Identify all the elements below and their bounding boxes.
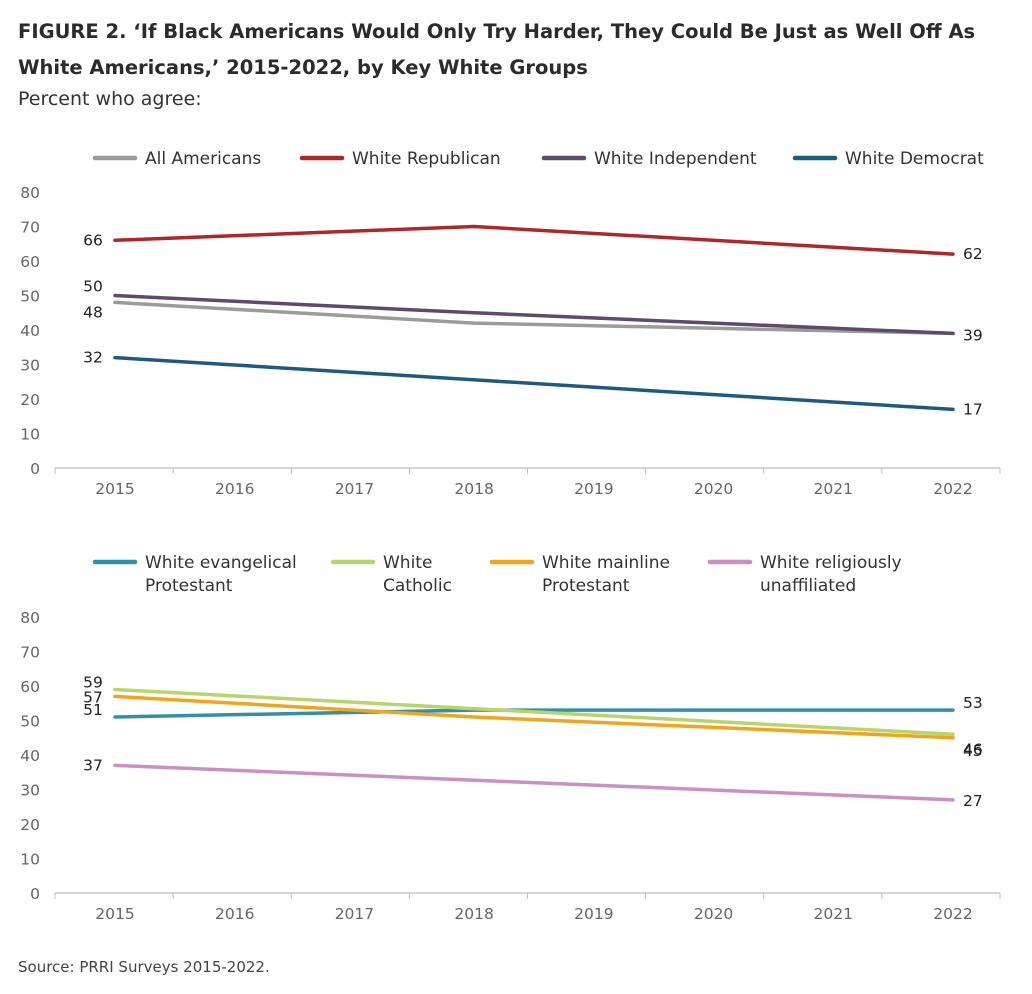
data-label: 51 bbox=[83, 701, 103, 719]
legend-entry: White Independent bbox=[594, 149, 757, 169]
y-tick-label: 60 bbox=[20, 678, 40, 696]
y-tick-label: 40 bbox=[20, 322, 40, 340]
x-tick-label: 2018 bbox=[454, 480, 493, 498]
series-line bbox=[113, 355, 955, 412]
y-tick-label: 70 bbox=[20, 219, 40, 237]
x-tick-label: 2016 bbox=[215, 905, 254, 923]
x-tick-label: 2022 bbox=[933, 480, 972, 498]
x-tick-label: 2016 bbox=[215, 480, 254, 498]
data-label: 32 bbox=[83, 349, 103, 367]
y-tick-label: 50 bbox=[20, 713, 40, 731]
legend-entry: Protestant bbox=[542, 576, 630, 596]
y-tick-label: 50 bbox=[20, 288, 40, 306]
legend-entry: White evangelical bbox=[145, 553, 297, 573]
y-tick-label: 30 bbox=[20, 357, 40, 375]
data-label: 45 bbox=[963, 742, 983, 760]
legend-entry: White mainline bbox=[542, 553, 670, 573]
x-tick-label: 2019 bbox=[574, 905, 613, 923]
chart-title: FIGURE 2. ‘If Black Americans Would Only… bbox=[18, 20, 976, 79]
legend-entry: Protestant bbox=[145, 576, 233, 596]
data-label: 27 bbox=[963, 792, 983, 810]
data-label: 50 bbox=[83, 278, 103, 296]
chart-subtitle: Percent who agree: bbox=[18, 88, 202, 110]
y-tick-label: 20 bbox=[20, 391, 40, 409]
data-label: 62 bbox=[963, 245, 983, 263]
data-label: 57 bbox=[83, 688, 103, 706]
data-label: 39 bbox=[963, 326, 983, 344]
series-line bbox=[113, 224, 955, 256]
x-tick-label: 2017 bbox=[335, 905, 374, 923]
y-tick-label: 80 bbox=[20, 609, 40, 627]
data-label: 66 bbox=[83, 231, 103, 249]
x-tick-label: 2020 bbox=[694, 905, 733, 923]
legend-entry: White Republican bbox=[352, 149, 501, 169]
legend-entry: All Americans bbox=[145, 149, 261, 169]
series-line bbox=[113, 300, 955, 336]
data-label: 17 bbox=[963, 400, 983, 418]
y-tick-label: 20 bbox=[20, 816, 40, 834]
y-tick-label: 10 bbox=[20, 851, 40, 869]
data-label: 53 bbox=[963, 694, 983, 712]
data-label: 59 bbox=[83, 673, 103, 691]
legend-entry: White religiously bbox=[760, 553, 902, 573]
series-line bbox=[113, 694, 955, 740]
x-tick-label: 2018 bbox=[454, 905, 493, 923]
x-tick-label: 2015 bbox=[95, 480, 134, 498]
y-tick-label: 0 bbox=[30, 460, 40, 478]
legend-entry: White bbox=[383, 553, 432, 573]
x-tick-label: 2021 bbox=[814, 905, 853, 923]
x-tick-label: 2015 bbox=[95, 905, 134, 923]
y-tick-label: 60 bbox=[20, 253, 40, 271]
series-line bbox=[113, 763, 955, 802]
source-note: Source: PRRI Surveys 2015-2022. bbox=[18, 958, 270, 976]
y-tick-label: 30 bbox=[20, 782, 40, 800]
legend-entry: White Democrat bbox=[845, 149, 984, 169]
series-line bbox=[113, 293, 955, 336]
y-tick-label: 80 bbox=[20, 184, 40, 202]
y-tick-label: 70 bbox=[20, 644, 40, 662]
data-label: 37 bbox=[83, 756, 103, 774]
y-tick-label: 40 bbox=[20, 747, 40, 765]
x-tick-label: 2022 bbox=[933, 905, 972, 923]
x-tick-label: 2017 bbox=[335, 480, 374, 498]
series-line bbox=[113, 687, 955, 737]
y-tick-label: 10 bbox=[20, 426, 40, 444]
data-label: 48 bbox=[83, 303, 103, 321]
data-label: 46 bbox=[963, 740, 983, 758]
x-tick-label: 2020 bbox=[694, 480, 733, 498]
legend-entry: unaffiliated bbox=[760, 576, 856, 596]
legend-entry: Catholic bbox=[383, 576, 452, 596]
x-tick-label: 2019 bbox=[574, 480, 613, 498]
x-tick-label: 2021 bbox=[814, 480, 853, 498]
y-tick-label: 0 bbox=[30, 885, 40, 903]
